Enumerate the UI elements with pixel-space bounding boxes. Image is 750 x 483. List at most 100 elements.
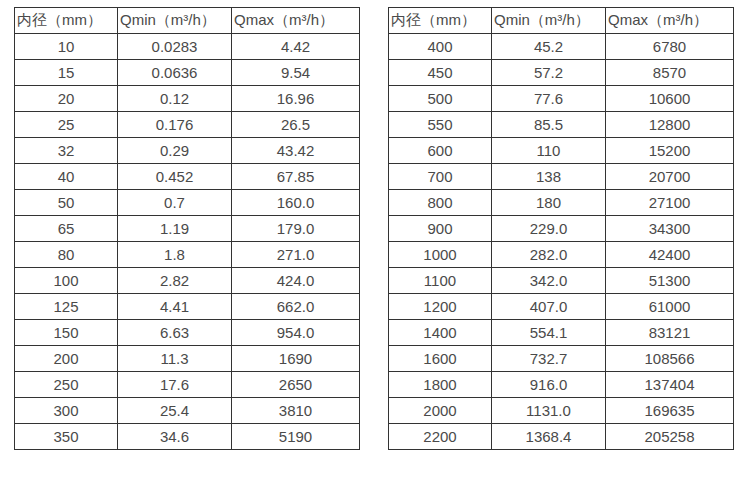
table-row: 100.02834.42 <box>15 34 360 60</box>
header-qmax: Qmax（m³/h） <box>606 8 734 34</box>
table-cell: 0.452 <box>118 164 232 190</box>
table-cell: 4.41 <box>118 294 232 320</box>
table-cell: 20 <box>15 86 118 112</box>
table-cell: 51300 <box>606 268 734 294</box>
table-cell: 5190 <box>232 424 360 450</box>
header-inner-diameter: 内径（mm） <box>389 8 492 34</box>
table-row: 1800916.0137404 <box>389 372 734 398</box>
table-row: 1506.63954.0 <box>15 320 360 346</box>
table-header-row: 内径（mm） Qmin（m³/h） Qmax（m³/h） <box>389 8 734 34</box>
table-cell: 10 <box>15 34 118 60</box>
table-cell: 1400 <box>389 320 492 346</box>
table-cell: 282.0 <box>492 242 606 268</box>
table-cell: 26.5 <box>232 112 360 138</box>
header-qmin: Qmin（m³/h） <box>492 8 606 34</box>
flow-range-table-small-diameters: 内径（mm） Qmin（m³/h） Qmax（m³/h） 100.02834.4… <box>14 7 360 450</box>
table-cell: 424.0 <box>232 268 360 294</box>
table-cell: 2650 <box>232 372 360 398</box>
table-cell: 1131.0 <box>492 398 606 424</box>
table-cell: 85.5 <box>492 112 606 138</box>
table-row: 25017.62650 <box>15 372 360 398</box>
table-cell: 138 <box>492 164 606 190</box>
table-cell: 80 <box>15 242 118 268</box>
header-qmax: Qmax（m³/h） <box>232 8 360 34</box>
table-cell: 600 <box>389 138 492 164</box>
table-cell: 57.2 <box>492 60 606 86</box>
table-row: 20001131.0169635 <box>389 398 734 424</box>
table-row: 30025.43810 <box>15 398 360 424</box>
table-cell: 16.96 <box>232 86 360 112</box>
table-cell: 11.3 <box>118 346 232 372</box>
table-cell: 6780 <box>606 34 734 60</box>
table-cell: 0.0636 <box>118 60 232 86</box>
table-cell: 2200 <box>389 424 492 450</box>
table-cell: 250 <box>15 372 118 398</box>
table-row: 1100342.051300 <box>389 268 734 294</box>
table-row: 1600732.7108566 <box>389 346 734 372</box>
table-cell: 342.0 <box>492 268 606 294</box>
table-cell: 77.6 <box>492 86 606 112</box>
table-cell: 160.0 <box>232 190 360 216</box>
table-cell: 0.29 <box>118 138 232 164</box>
table-cell: 108566 <box>606 346 734 372</box>
table-row: 1254.41662.0 <box>15 294 360 320</box>
table-row: 20011.31690 <box>15 346 360 372</box>
table-cell: 0.0283 <box>118 34 232 60</box>
table-cell: 0.7 <box>118 190 232 216</box>
table-cell: 25 <box>15 112 118 138</box>
table-cell: 45.2 <box>492 34 606 60</box>
table-cell: 1600 <box>389 346 492 372</box>
table-cell: 179.0 <box>232 216 360 242</box>
table-row: 150.06369.54 <box>15 60 360 86</box>
table-cell: 43.42 <box>232 138 360 164</box>
table-cell: 200 <box>15 346 118 372</box>
table-cell: 1.19 <box>118 216 232 242</box>
table-cell: 271.0 <box>232 242 360 268</box>
table-cell: 100 <box>15 268 118 294</box>
table-row: 80018027100 <box>389 190 734 216</box>
table-cell: 500 <box>389 86 492 112</box>
table-cell: 1368.4 <box>492 424 606 450</box>
table-cell: 15 <box>15 60 118 86</box>
table-row: 200.1216.96 <box>15 86 360 112</box>
table-cell: 554.1 <box>492 320 606 346</box>
table-row: 651.19179.0 <box>15 216 360 242</box>
table-cell: 954.0 <box>232 320 360 346</box>
table-cell: 0.176 <box>118 112 232 138</box>
header-qmin: Qmin（m³/h） <box>118 8 232 34</box>
table-header-row: 内径（mm） Qmin（m³/h） Qmax（m³/h） <box>15 8 360 34</box>
table-cell: 2.82 <box>118 268 232 294</box>
table-cell: 900 <box>389 216 492 242</box>
table-cell: 350 <box>15 424 118 450</box>
table-row: 320.2943.42 <box>15 138 360 164</box>
table-cell: 27100 <box>606 190 734 216</box>
table-cell: 662.0 <box>232 294 360 320</box>
table-cell: 137404 <box>606 372 734 398</box>
table-cell: 205258 <box>606 424 734 450</box>
table-cell: 65 <box>15 216 118 242</box>
table-row: 55085.512800 <box>389 112 734 138</box>
table-cell: 732.7 <box>492 346 606 372</box>
header-inner-diameter: 内径（mm） <box>15 8 118 34</box>
table-cell: 550 <box>389 112 492 138</box>
table-row: 35034.65190 <box>15 424 360 450</box>
table-cell: 110 <box>492 138 606 164</box>
table-cell: 32 <box>15 138 118 164</box>
table-row: 250.17626.5 <box>15 112 360 138</box>
table-cell: 1.8 <box>118 242 232 268</box>
table-row: 1000282.042400 <box>389 242 734 268</box>
table-row: 40045.26780 <box>389 34 734 60</box>
table-row: 400.45267.85 <box>15 164 360 190</box>
table-cell: 42400 <box>606 242 734 268</box>
table-row: 500.7160.0 <box>15 190 360 216</box>
table-cell: 1000 <box>389 242 492 268</box>
table-row: 22001368.4205258 <box>389 424 734 450</box>
table-row: 50077.610600 <box>389 86 734 112</box>
table-row: 1400554.183121 <box>389 320 734 346</box>
table-cell: 3810 <box>232 398 360 424</box>
table-cell: 1800 <box>389 372 492 398</box>
table-cell: 450 <box>389 60 492 86</box>
table-cell: 916.0 <box>492 372 606 398</box>
table-cell: 8570 <box>606 60 734 86</box>
table-cell: 9.54 <box>232 60 360 86</box>
